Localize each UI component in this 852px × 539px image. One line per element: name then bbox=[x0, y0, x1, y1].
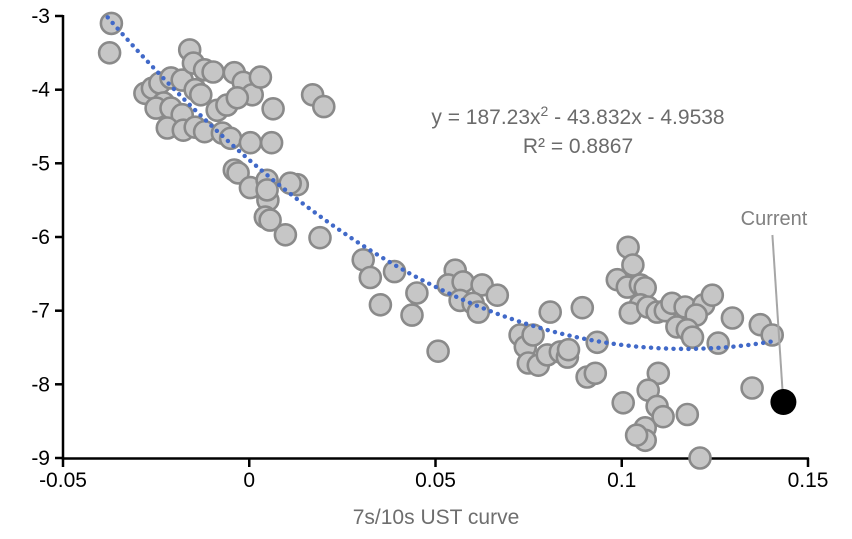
y-tick-label: -6 bbox=[31, 226, 50, 249]
scatter-point bbox=[278, 171, 303, 195]
scatter-point bbox=[358, 265, 383, 290]
scatter-point bbox=[400, 303, 424, 327]
x-axis-ticks bbox=[61, 458, 810, 467]
scatter-point bbox=[680, 325, 705, 350]
y-tick-label: -4 bbox=[31, 79, 50, 102]
scatter-point bbox=[651, 404, 675, 429]
scatter-point bbox=[688, 446, 712, 470]
trendline-layer bbox=[105, 15, 777, 352]
current-point bbox=[770, 389, 797, 415]
scatter-point bbox=[189, 83, 213, 107]
current-leader-line bbox=[771, 234, 785, 405]
scatter-point bbox=[538, 300, 563, 324]
scatter-point bbox=[583, 361, 608, 386]
trendline-dotted bbox=[105, 15, 777, 352]
scatter-points-layer bbox=[97, 11, 785, 470]
scatter-point bbox=[760, 323, 785, 347]
y-tick-label: -8 bbox=[31, 373, 50, 396]
x-tick-label: 0.05 bbox=[415, 469, 456, 492]
equation-suffix: - 43.832x - 4.9538 bbox=[548, 106, 724, 129]
scatter-point bbox=[308, 225, 332, 250]
scatter-point bbox=[646, 361, 671, 386]
scatter-point bbox=[485, 283, 510, 308]
y-tick-label: -7 bbox=[31, 300, 50, 323]
scatter-point bbox=[556, 337, 581, 362]
scatter-point bbox=[238, 130, 263, 155]
scatter-point bbox=[720, 306, 745, 330]
x-tick-label: 0.15 bbox=[788, 469, 829, 492]
x-tick-label: 0 bbox=[243, 469, 255, 492]
y-axis-ticks bbox=[55, 14, 63, 460]
y-axis-labels: -3 -4 -5 -6 -7 -8 -9 bbox=[31, 5, 50, 470]
equation-prefix: y = 187.23x bbox=[431, 106, 541, 129]
scatter-point bbox=[700, 283, 725, 308]
scatter-point bbox=[258, 208, 282, 232]
scatter-point bbox=[405, 281, 429, 305]
axes bbox=[55, 14, 810, 467]
current-point-label: Current bbox=[741, 208, 808, 230]
scatter-point bbox=[225, 86, 250, 110]
trendline-equation: y = 187.23x2 - 43.832x - 4.9538 R² = 0.8… bbox=[431, 103, 724, 158]
x-tick-label: 0.1 bbox=[607, 469, 636, 492]
scatter-point bbox=[259, 130, 284, 155]
scatter-point bbox=[261, 97, 285, 121]
current-point-layer bbox=[770, 234, 797, 415]
scatter-point bbox=[624, 423, 649, 448]
x-axis-labels: -0.05 0 0.05 0.1 0.15 bbox=[39, 469, 828, 492]
equation-superscript: 2 bbox=[541, 103, 549, 119]
scatter-point bbox=[368, 292, 393, 317]
equation-text: y = 187.23x2 - 43.832x - 4.9538 bbox=[431, 103, 724, 129]
scatter-point bbox=[611, 390, 636, 415]
scatter-point bbox=[621, 253, 645, 277]
x-tick-label: -0.05 bbox=[39, 469, 87, 492]
scatter-point bbox=[218, 126, 243, 151]
scatter-point bbox=[426, 339, 450, 364]
r-squared-text: R² = 0.8867 bbox=[523, 135, 633, 158]
y-tick-label: -5 bbox=[31, 152, 50, 175]
scatter-point bbox=[706, 331, 731, 355]
scatter-point bbox=[740, 376, 764, 400]
scatter-point bbox=[675, 402, 700, 427]
scatter-point bbox=[248, 65, 273, 89]
scatter-point bbox=[201, 60, 225, 84]
scatter-point bbox=[570, 295, 595, 320]
y-tick-label: -9 bbox=[31, 447, 50, 470]
scatter-point bbox=[311, 94, 336, 119]
scatter-point bbox=[273, 223, 298, 247]
scatter-point bbox=[382, 259, 407, 284]
x-axis-title: 7s/10s UST curve bbox=[353, 506, 520, 529]
scatter-point bbox=[97, 40, 122, 65]
scatter-point bbox=[255, 178, 279, 202]
y-tick-label: -3 bbox=[31, 5, 50, 28]
